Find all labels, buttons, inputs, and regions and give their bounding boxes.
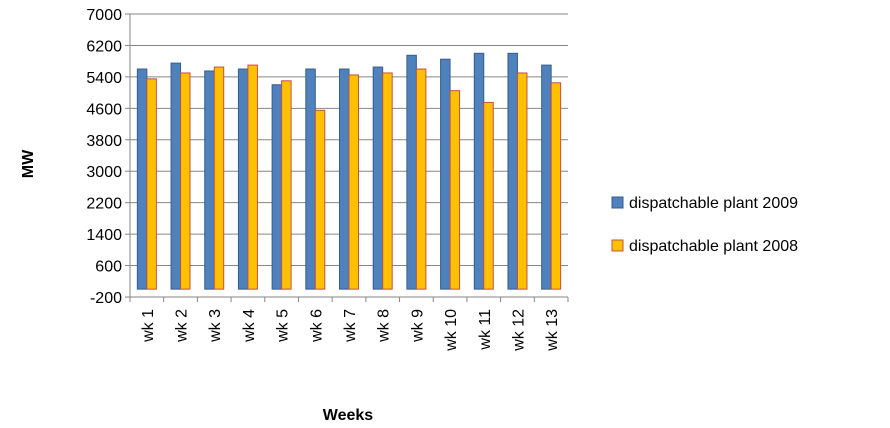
x-tick-labels: wk 1 wk 2 wk 3 wk 4 wk 5 wk 6 wk 7 wk 8 wk 9 wk 1… [140,309,561,352]
bar-series-2 [247,64,258,290]
x-tick-label: wk 11 [477,309,494,351]
y-tick-label: 7000 [86,7,122,24]
axes [125,13,569,302]
legend: dispatchable plant 2009 dispatchable plan… [611,195,798,255]
legend-label: dispatchable plant 2008 [629,238,798,255]
x-tick-label: wk 7 [342,309,359,343]
bar-series-2 [483,101,494,290]
legend-swatch [611,239,624,252]
y-tick-label: 3800 [86,133,122,150]
bar-series-2 [415,68,427,290]
x-tick-label: wk 9 [409,309,426,343]
bar-series-2 [550,82,562,290]
x-tick-label: wk 3 [207,309,224,343]
y-tick-label: 4600 [86,101,122,118]
bar-series-1 [305,68,316,290]
x-tick-label: wk 12 [510,309,527,352]
legend-label: dispatchable plant 2009 [629,195,798,212]
bar-series-2 [449,90,461,290]
bar-series-2 [213,66,225,290]
y-tick-label: 2200 [86,196,122,213]
y-tick-label: 1400 [86,227,122,244]
x-tick-label: wk 8 [376,309,393,343]
x-tick-label: wk 4 [241,309,258,343]
y-tick-label: 3000 [86,164,122,181]
legend-swatch [611,196,624,209]
bar-series-1 [170,62,182,290]
y-tick-label: 5400 [86,70,122,87]
y-axis-title: MW [20,149,37,178]
bar-series-1 [237,68,249,290]
x-axis-title: Weeks [323,407,374,424]
bar-series-2 [314,109,326,290]
y-tick-label: 6200 [86,38,122,55]
y-tick-label: -200 [90,290,122,307]
bar-series-1 [473,52,485,290]
bar-series-2 [180,72,191,290]
bar-series-1 [271,84,283,290]
bar-series-2 [146,78,157,290]
bar-series-1 [406,54,417,290]
x-tick-label: wk 13 [544,309,561,352]
bar-series-1 [541,64,552,290]
x-tick-label: wk 2 [174,309,191,343]
bars [136,52,562,290]
bar-series-1 [372,66,384,290]
bar-series-1 [204,70,215,290]
bar-series-2 [382,72,393,290]
x-tick-label: wk 1 [140,309,157,343]
bar-series-1 [136,68,148,290]
bar-series-1 [339,68,350,290]
y-tick-label: 600 [95,259,122,276]
bar-series-2 [348,74,359,290]
bar-series-1 [440,58,451,290]
x-tick-label: wk 5 [275,309,292,343]
bar-series-2 [281,80,292,290]
y-tick-labels: -200 600 1400 2200 3000 3800 4600 5400 6200 7000 [86,7,122,307]
x-tick-label: wk 6 [308,309,325,343]
bar-series-2 [516,72,528,290]
x-tick-label: wk 10 [443,309,460,352]
bar-series-1 [507,52,518,290]
